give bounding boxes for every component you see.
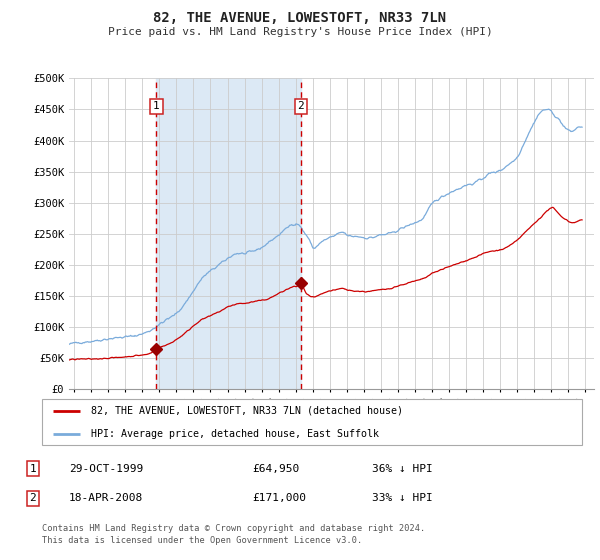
Text: 82, THE AVENUE, LOWESTOFT, NR33 7LN: 82, THE AVENUE, LOWESTOFT, NR33 7LN bbox=[154, 11, 446, 25]
Bar bbox=[157, 78, 301, 389]
Text: Price paid vs. HM Land Registry's House Price Index (HPI): Price paid vs. HM Land Registry's House … bbox=[107, 27, 493, 37]
Text: Contains HM Land Registry data © Crown copyright and database right 2024.: Contains HM Land Registry data © Crown c… bbox=[42, 524, 425, 533]
Text: HPI: Average price, detached house, East Suffolk: HPI: Average price, detached house, East… bbox=[91, 429, 379, 438]
Text: 29-OCT-1999: 29-OCT-1999 bbox=[69, 464, 143, 474]
Text: 82, THE AVENUE, LOWESTOFT, NR33 7LN (detached house): 82, THE AVENUE, LOWESTOFT, NR33 7LN (det… bbox=[91, 406, 403, 416]
Text: This data is licensed under the Open Government Licence v3.0.: This data is licensed under the Open Gov… bbox=[42, 536, 362, 545]
Text: £171,000: £171,000 bbox=[252, 493, 306, 503]
Text: £64,950: £64,950 bbox=[252, 464, 299, 474]
Text: 2: 2 bbox=[29, 493, 37, 503]
Text: 18-APR-2008: 18-APR-2008 bbox=[69, 493, 143, 503]
Text: 33% ↓ HPI: 33% ↓ HPI bbox=[372, 493, 433, 503]
Text: 2: 2 bbox=[298, 101, 304, 111]
Text: 36% ↓ HPI: 36% ↓ HPI bbox=[372, 464, 433, 474]
Text: 1: 1 bbox=[153, 101, 160, 111]
Text: 1: 1 bbox=[29, 464, 37, 474]
